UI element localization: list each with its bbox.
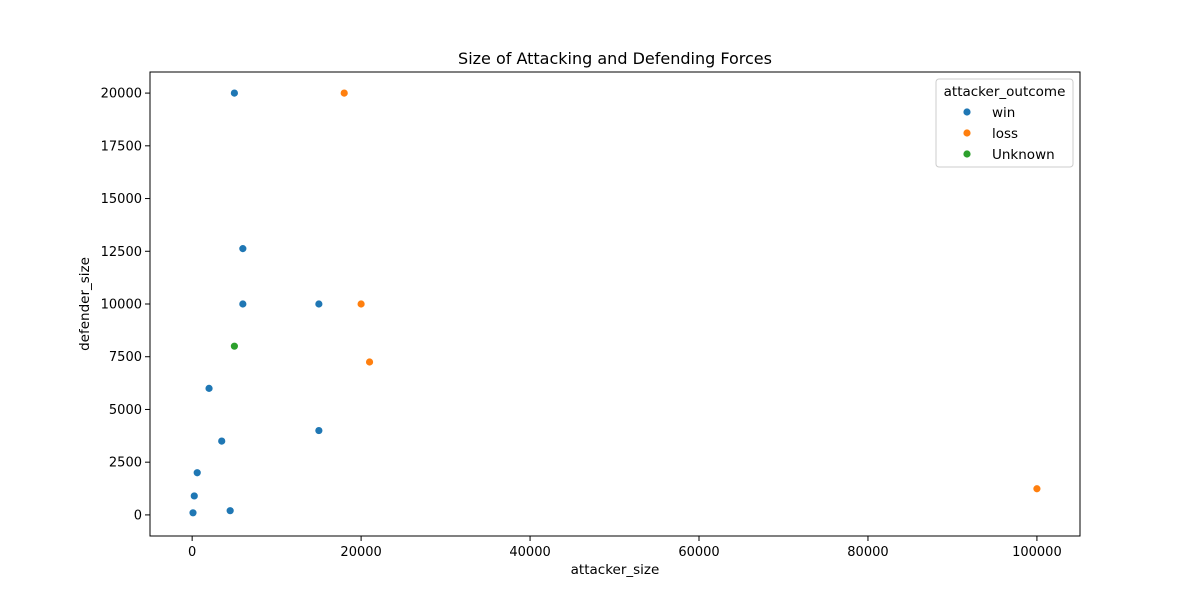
x-tick-label: 0 [188,545,196,560]
data-point-win [188,508,198,518]
data-point-loss [1032,484,1042,494]
data-point-win [204,383,214,393]
y-axis: 0 2500 5000 7500 10000 12500 15000 17500 20000 [101,87,150,523]
legend-box [935,78,1074,168]
y-tick-label: 0 [134,508,142,523]
y-tick-label: 2500 [109,456,142,471]
data-point-loss [356,299,366,309]
data-point-win [192,468,202,478]
x-tick-label: 60000 [678,545,719,560]
legend-marker-win [962,107,972,117]
x-tick-label: 100000 [1012,545,1062,560]
legend-label-win: win [992,105,1015,121]
x-axis-label: attacker_size [571,562,660,578]
y-tick-label: 20000 [101,87,142,102]
data-point-loss [365,357,374,367]
x-tick-label: 20000 [340,545,381,560]
legend-marker-loss [962,128,972,138]
data-point-loss [339,88,349,98]
y-tick-label: 12500 [101,245,142,260]
data-point-win [314,299,324,309]
data-point-win [189,491,199,501]
legend: attacker_outcome win loss Unknown [935,78,1074,168]
legend-marker-unknown [962,149,972,159]
y-tick-label: 5000 [109,403,142,418]
y-tick-label: 10000 [101,298,142,313]
data-point-win [238,299,248,309]
legend-label-unknown: Unknown [992,147,1055,163]
x-tick-label: 80000 [847,545,888,560]
data-point-win [217,436,227,446]
data-point-win [225,506,235,516]
x-axis: 0 20000 40000 60000 80000 100000 [188,536,1062,560]
data-points [188,88,1042,518]
data-point-win [229,88,239,98]
chart-title: Size of Attacking and Defending Forces [458,49,772,68]
y-tick-label: 7500 [109,350,142,365]
legend-title: attacker_outcome [944,84,1066,100]
x-tick-label: 40000 [509,545,550,560]
y-tick-label: 15000 [101,192,142,207]
data-point-win [238,244,248,254]
y-axis-label: defender_size [77,257,93,351]
data-point-win [314,426,324,435]
legend-label-loss: loss [992,126,1018,142]
data-point-unknown [229,341,239,351]
y-tick-label: 17500 [101,139,142,154]
